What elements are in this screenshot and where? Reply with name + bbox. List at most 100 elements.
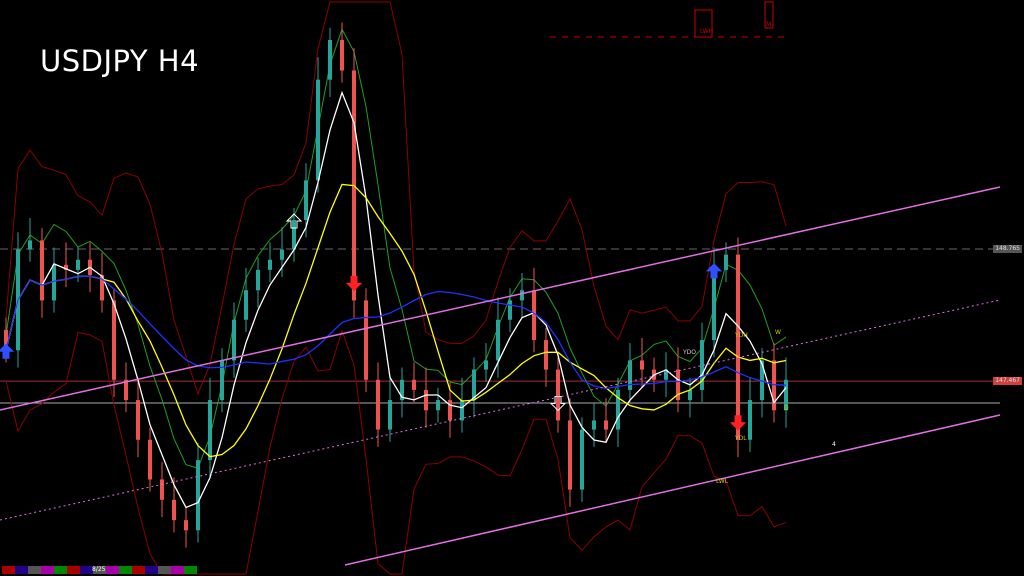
candle-body [304, 180, 308, 221]
session-segment [28, 566, 41, 574]
candle-body [712, 269, 716, 341]
session-color-bar [2, 566, 197, 574]
level-label-d: D [784, 405, 789, 412]
session-segment [119, 566, 132, 574]
candle-body [232, 319, 236, 361]
candle-body [364, 300, 368, 380]
session-segment [67, 566, 80, 574]
candle-body [124, 379, 128, 401]
candle-body [580, 429, 584, 490]
arrow-down-shape [549, 395, 567, 412]
session-segment [15, 566, 28, 574]
candle-body [328, 39, 332, 80]
session-segment [171, 566, 184, 574]
buy-arrow-icon [705, 263, 723, 279]
level-label-ydh: YDH [734, 332, 748, 339]
candle-body [280, 249, 284, 260]
m-box [764, 1, 774, 29]
candle-body [556, 369, 560, 421]
fast-moving-average [5, 90, 787, 509]
candle-body [316, 79, 320, 181]
arrow-down-shape [345, 275, 363, 292]
candle-body [220, 360, 224, 401]
session-segment [158, 566, 171, 574]
candle-body [436, 400, 440, 411]
candle-body [160, 479, 164, 500]
sell-arrow-icon [729, 415, 747, 431]
candle-body [424, 389, 428, 411]
channel-mid-line [0, 299, 1001, 521]
level-label-lwh: LWH [700, 28, 713, 35]
candle-body [100, 274, 104, 301]
candle-body [724, 254, 728, 270]
candle-body [184, 520, 188, 531]
candle-body [616, 389, 620, 430]
level-label-lwl: LWL [716, 478, 729, 485]
arrow-up-shape [705, 263, 723, 279]
level-label-w: W [775, 329, 781, 336]
candle-body [136, 400, 140, 440]
session-segment [80, 566, 93, 574]
arrow-up-shape [285, 213, 303, 229]
candle-body [664, 369, 668, 380]
price-label-upper: 148.765 [993, 245, 1022, 253]
candle-body [748, 400, 752, 440]
candle-body [76, 259, 80, 270]
candle-body [244, 290, 248, 320]
buy-arrow-icon [285, 213, 303, 229]
candle-body [568, 420, 572, 490]
channel-upper-line [0, 186, 1001, 411]
candle-body [460, 400, 464, 421]
level-label-ydl: YDL [734, 435, 747, 442]
session-segment [41, 566, 54, 574]
session-segment [145, 566, 158, 574]
candle-body [772, 360, 776, 411]
session-segment [132, 566, 145, 574]
candle-body [472, 369, 476, 401]
candle-body [760, 360, 764, 401]
candle-body [784, 379, 788, 411]
candle-body [592, 420, 596, 430]
session-segment [184, 566, 197, 574]
candle-body [496, 319, 500, 361]
candle-body [604, 420, 608, 430]
bollinger-upper [5, 1, 787, 396]
candle-body [52, 264, 56, 301]
candle-body [112, 300, 116, 380]
arrow-down-shape [729, 415, 747, 431]
candle-body [376, 379, 380, 430]
candle-body [676, 369, 680, 401]
candle-body [640, 360, 644, 370]
candle-body [28, 240, 32, 250]
level-label-m: M [766, 21, 771, 28]
buy-arrow-icon [0, 343, 15, 359]
level-label-ydo: YDO [682, 349, 696, 356]
candle-body [448, 400, 452, 421]
candle-body [208, 400, 212, 461]
price-label-current: 147.467 [993, 377, 1022, 385]
session-segment [54, 566, 67, 574]
arrow-up-shape [0, 343, 15, 359]
mid-moving-average [5, 183, 787, 458]
candle-body [544, 340, 548, 370]
session-segment [93, 566, 106, 574]
candle-body [172, 499, 176, 521]
candle-body [736, 254, 740, 440]
bollinger-lower [5, 329, 787, 575]
lwh-box [694, 9, 713, 38]
candle-body [64, 264, 68, 270]
level-label-4: 4 [832, 441, 836, 448]
sell-arrow-icon [549, 395, 567, 412]
candle-body [508, 300, 512, 320]
candle-body [4, 329, 8, 351]
slow-moving-average [5, 275, 787, 390]
candle-body [412, 379, 416, 390]
candle-body [388, 400, 392, 430]
sell-arrow-icon [345, 275, 363, 292]
symbol-title: USDJPY H4 [40, 44, 200, 78]
candle-body [40, 240, 44, 301]
candle-body [292, 220, 296, 250]
session-segment [2, 566, 15, 574]
